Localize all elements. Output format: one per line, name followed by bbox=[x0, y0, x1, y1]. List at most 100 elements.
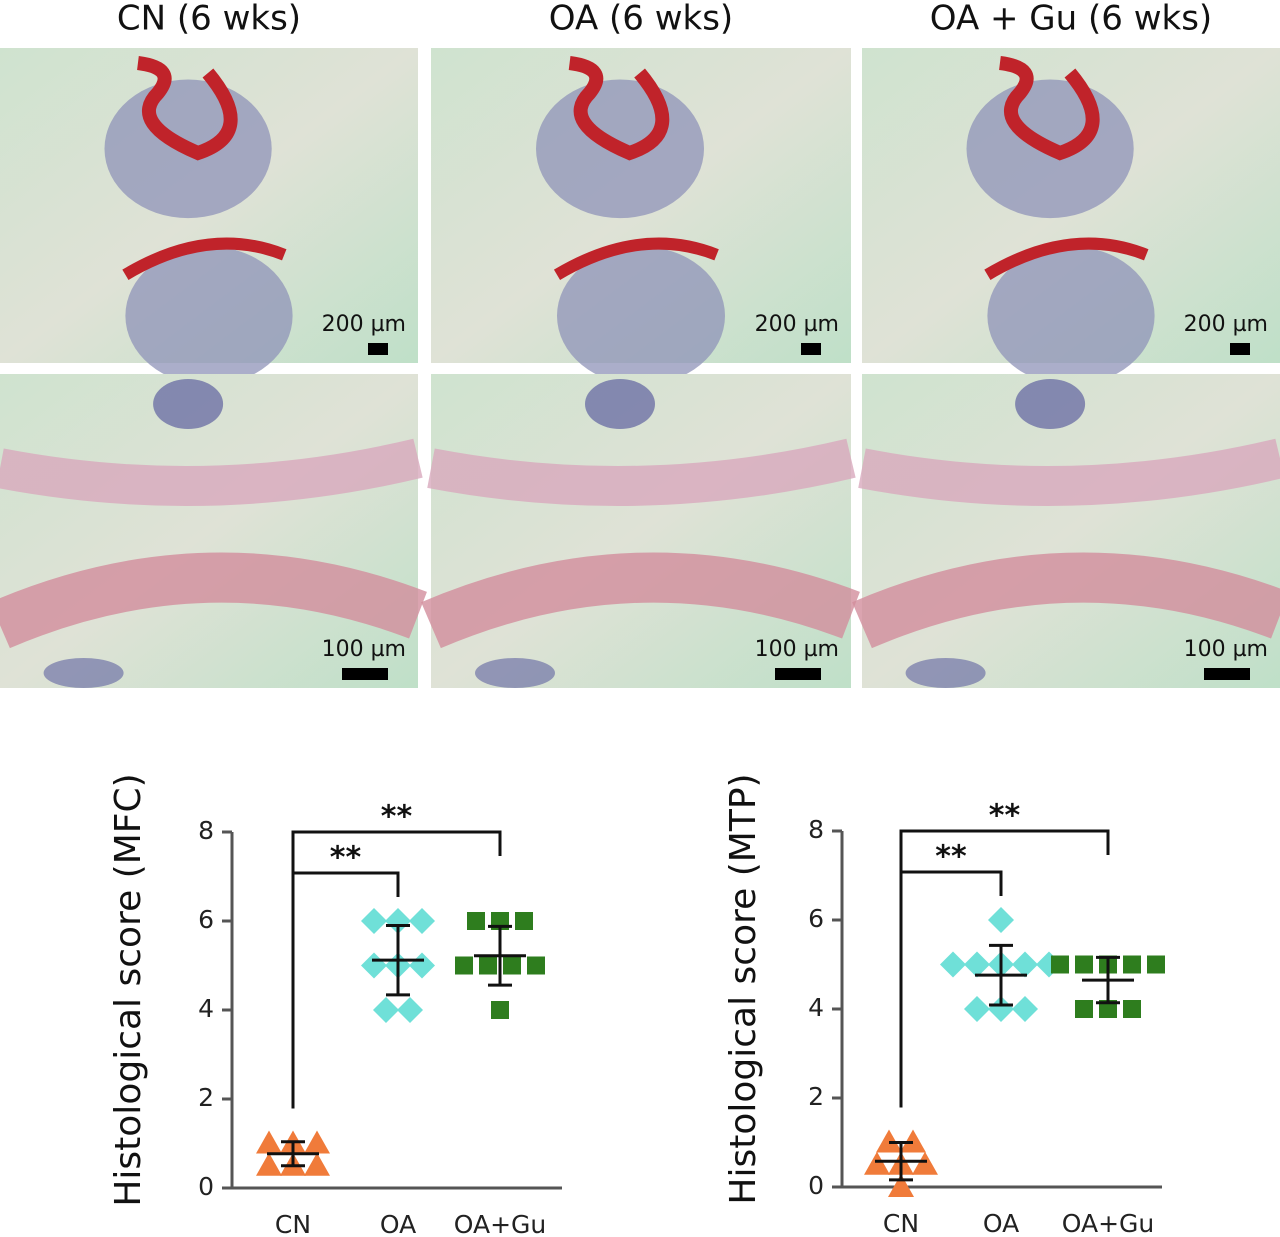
significance-label: ** bbox=[989, 799, 1021, 834]
cartilage-band bbox=[858, 438, 1280, 506]
histology-image bbox=[0, 374, 418, 688]
cartilage-band bbox=[852, 552, 1280, 649]
data-point bbox=[503, 956, 521, 975]
data-point bbox=[527, 956, 545, 975]
data-point bbox=[479, 956, 497, 975]
data-point bbox=[912, 1151, 938, 1175]
bone bbox=[153, 379, 224, 429]
data-point bbox=[940, 951, 966, 978]
significance-label: ** bbox=[381, 800, 413, 835]
x-tick-label: OA+Gu bbox=[454, 1210, 547, 1237]
scale-bar bbox=[1230, 343, 1250, 355]
scale-bar bbox=[801, 343, 821, 355]
bone bbox=[905, 658, 986, 688]
panel-title: CN (6 wks) bbox=[117, 0, 301, 39]
significance-bracket bbox=[291, 830, 502, 1109]
significance-label: ** bbox=[935, 840, 967, 875]
data-point bbox=[1012, 996, 1038, 1022]
panel-title: OA (6 wks) bbox=[549, 0, 733, 39]
x-tick-label: CN bbox=[275, 1210, 311, 1237]
data-point bbox=[304, 1152, 330, 1176]
panel-title: OA + Gu (6 wks) bbox=[930, 0, 1212, 39]
scale-bar bbox=[775, 668, 821, 680]
bone bbox=[43, 658, 124, 688]
data-point bbox=[409, 908, 435, 934]
y-tick-label: 6 bbox=[198, 905, 214, 934]
data-point bbox=[361, 908, 387, 934]
scale-label: 200 µm bbox=[755, 312, 839, 337]
y-axis-label: Histological score (MTP) bbox=[723, 773, 764, 1204]
data-point bbox=[256, 1130, 282, 1154]
data-point bbox=[491, 1001, 509, 1019]
cartilage bbox=[984, 237, 1149, 280]
data-point bbox=[988, 907, 1014, 933]
data-point bbox=[888, 1174, 914, 1197]
significance-bracket bbox=[899, 870, 1003, 1108]
cartilage-band bbox=[427, 438, 856, 506]
data-point bbox=[1051, 955, 1069, 974]
bone bbox=[987, 246, 1155, 386]
x-tick-label: OA bbox=[380, 1210, 416, 1237]
cartilage bbox=[122, 237, 287, 280]
data-point bbox=[361, 952, 387, 979]
histology-image bbox=[431, 374, 851, 688]
significance-label: ** bbox=[330, 841, 362, 876]
y-tick-label: 0 bbox=[808, 1171, 824, 1200]
scale-label: 100 µm bbox=[755, 637, 839, 662]
bone bbox=[585, 379, 655, 429]
x-tick-label: OA bbox=[983, 1209, 1019, 1237]
data-point bbox=[964, 951, 990, 978]
data-point bbox=[397, 997, 423, 1023]
data-point bbox=[1075, 1000, 1093, 1018]
data-point bbox=[988, 996, 1014, 1022]
data-point bbox=[304, 1130, 330, 1154]
y-tick-label: 2 bbox=[198, 1083, 214, 1112]
y-tick-label: 4 bbox=[808, 993, 824, 1022]
data-point bbox=[455, 956, 473, 975]
significance-bracket bbox=[291, 871, 400, 1109]
scale-bar bbox=[368, 343, 388, 355]
cartilage bbox=[998, 56, 1100, 161]
y-tick-label: 0 bbox=[198, 1172, 214, 1201]
data-point bbox=[964, 996, 990, 1022]
scale-label: 100 µm bbox=[322, 637, 406, 662]
cartilage bbox=[568, 56, 670, 161]
scale-label: 100 µm bbox=[1184, 637, 1268, 662]
bone bbox=[125, 246, 293, 386]
y-tick-label: 2 bbox=[808, 1082, 824, 1111]
data-point bbox=[256, 1152, 282, 1176]
y-tick-label: 8 bbox=[808, 815, 824, 844]
x-tick-label: CN bbox=[883, 1209, 919, 1237]
scale-label: 200 µm bbox=[322, 312, 406, 337]
data-point bbox=[385, 908, 411, 934]
data-point bbox=[515, 912, 533, 930]
y-tick-label: 8 bbox=[198, 816, 214, 845]
scale-bar bbox=[1204, 668, 1250, 680]
cartilage bbox=[553, 237, 719, 280]
scale-bar bbox=[342, 668, 388, 680]
cartilage-band bbox=[421, 552, 860, 649]
data-point bbox=[373, 997, 399, 1023]
y-tick-label: 4 bbox=[198, 994, 214, 1023]
data-point bbox=[1012, 951, 1038, 978]
data-point bbox=[1099, 1000, 1117, 1018]
data-point bbox=[409, 952, 435, 979]
bone bbox=[557, 246, 725, 386]
data-point bbox=[1123, 955, 1141, 974]
data-point bbox=[864, 1151, 890, 1175]
bone bbox=[1015, 379, 1086, 429]
data-point bbox=[1147, 955, 1165, 974]
y-axis-label: Histological score (MFC) bbox=[108, 773, 149, 1206]
data-point bbox=[467, 912, 485, 930]
cartilage-band bbox=[0, 438, 423, 506]
cartilage bbox=[136, 56, 238, 161]
scale-label: 200 µm bbox=[1184, 312, 1268, 337]
bone bbox=[475, 658, 555, 688]
significance-bracket bbox=[899, 829, 1110, 1108]
cartilage-band bbox=[0, 552, 427, 649]
data-point bbox=[1075, 955, 1093, 974]
x-tick-label: OA+Gu bbox=[1062, 1209, 1155, 1237]
y-tick-label: 6 bbox=[808, 904, 824, 933]
